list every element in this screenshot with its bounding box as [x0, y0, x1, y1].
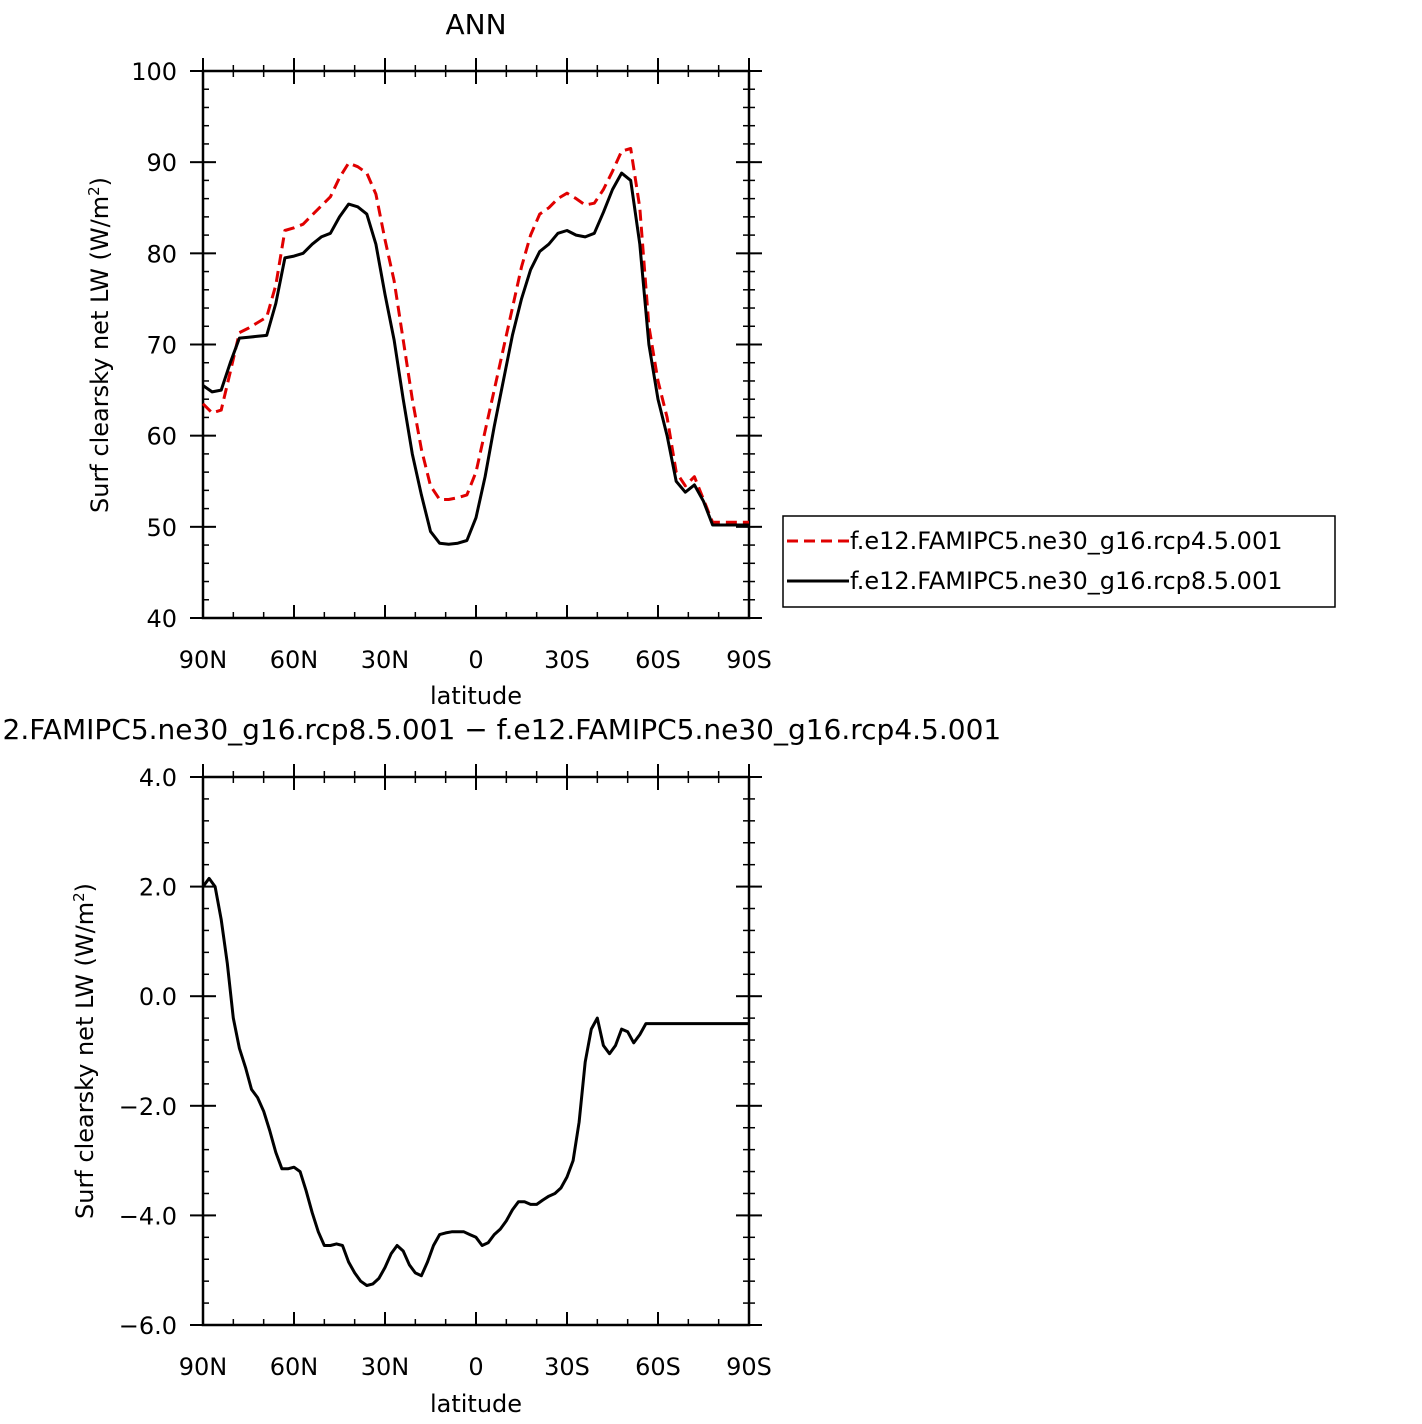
y-axis-label-sup: 2 — [70, 892, 88, 902]
y-tick-label: 60 — [146, 423, 177, 451]
x-tick-label: 0 — [468, 646, 483, 674]
x-tick-label: 30N — [361, 1353, 410, 1381]
y-axis-label-main: Surf clearsky net LW (W/m — [86, 196, 114, 513]
plot-border — [201, 69, 751, 620]
legend: f.e12.FAMIPC5.ne30_g16.rcp4.5.001 f.e12.… — [782, 515, 1336, 608]
axes-frame: 90N 60N 30N 0 30S 60S 90S −6.0 −4.0 −2.0 0.0 2.0 4.0 — [119, 764, 772, 1381]
axes-frame: 90N 60N 30N 0 30S 60S 90S 40 50 60 70 80 90 100 — [131, 58, 772, 674]
y-axis-label-main: Surf clearsky net LW (W/m — [71, 902, 99, 1219]
chart-title: ANN — [445, 8, 506, 41]
x-tick-label: 30N — [361, 646, 410, 674]
y-tick-label: 90 — [146, 149, 177, 177]
y-axis-label-tail: ) — [71, 883, 99, 892]
series-group — [201, 147, 749, 546]
y-axis-label-sup: 2 — [85, 186, 103, 196]
y-tick-label: 2.0 — [139, 874, 177, 902]
y-tick-label: 0.0 — [139, 983, 177, 1011]
x-tick-label: 60S — [635, 1353, 681, 1381]
x-tick-label: 30S — [544, 1353, 590, 1381]
x-tick-label: 60S — [635, 646, 681, 674]
y-tick-label: 100 — [131, 58, 177, 86]
x-tick-label: 90N — [179, 1353, 228, 1381]
series-line — [202, 171, 749, 546]
chart-bottom-difference: f.e12.FAMIPC5.ne30_g16.rcp8.5.001 − f.e1… — [0, 713, 1001, 1418]
series-group — [201, 876, 749, 1287]
x-tick-label: 0 — [468, 1353, 483, 1381]
x-axis-label: latitude — [430, 682, 522, 710]
y-axis-label: Surf clearsky net LW (W/m2) — [85, 177, 114, 513]
y-tick-label: −2.0 — [119, 1093, 177, 1121]
y-tick-label: −6.0 — [119, 1312, 177, 1340]
y-tick-label: 4.0 — [139, 764, 177, 792]
y-axis-label-tail: ) — [86, 177, 114, 186]
legend-box — [782, 515, 1336, 608]
series-line — [201, 147, 749, 524]
legend-entry-rcp85: f.e12.FAMIPC5.ne30_g16.rcp8.5.001 — [850, 567, 1283, 595]
y-tick-label: 80 — [146, 240, 177, 268]
plot-border — [201, 775, 751, 1327]
x-tick-label: 30S — [544, 646, 590, 674]
x-tick-label: 60N — [270, 646, 319, 674]
y-axis-label: Surf clearsky net LW (W/m2) — [70, 883, 99, 1219]
y-tick-label: 40 — [146, 605, 177, 633]
chart-title: f.e12.FAMIPC5.ne30_g16.rcp8.5.001 − f.e1… — [0, 713, 1001, 746]
x-tick-label: 90S — [726, 1353, 772, 1381]
x-tick-label: 60N — [270, 1353, 319, 1381]
chart-top-ann: ANN latitude Surf clearsky net LW (W/m2)… — [85, 8, 1336, 710]
y-tick-label: 70 — [146, 332, 177, 360]
series-line — [201, 876, 749, 1287]
x-tick-label: 90N — [179, 646, 228, 674]
x-tick-label: 90S — [726, 646, 772, 674]
y-tick-label: 50 — [146, 514, 177, 542]
legend-entry-rcp45: f.e12.FAMIPC5.ne30_g16.rcp4.5.001 — [850, 527, 1283, 555]
x-axis-label: latitude — [430, 1390, 522, 1418]
y-tick-label: −4.0 — [119, 1202, 177, 1230]
